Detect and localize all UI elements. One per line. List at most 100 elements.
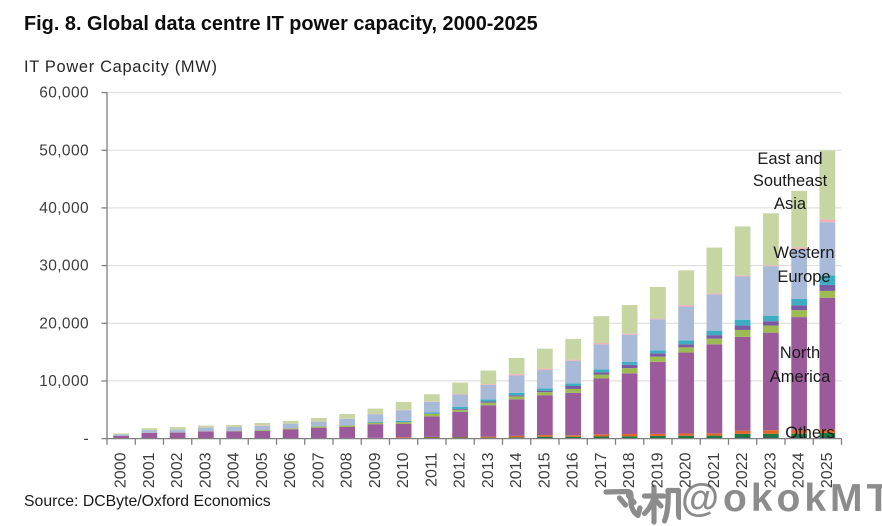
bar-segment-2013-east-and-southeast-asia [480, 370, 497, 385]
bar-segment-2020-others-orange [678, 433, 694, 436]
bar-segment-2024-north-america [791, 317, 807, 430]
bar-segment-2020-others-olive [678, 347, 694, 353]
bar-segment-2019-others-teal [650, 350, 666, 354]
bar-segment-2009-others-olive [367, 422, 384, 425]
bar-segment-2016-east-and-southeast-asia [565, 338, 581, 360]
bar-segment-2023-others-olive [763, 325, 779, 333]
y-tick-label-20000: 20,000 [39, 315, 89, 332]
bar-segment-2016-others-teal [565, 383, 581, 387]
x-tick-label-2014: 2014 [508, 452, 525, 488]
x-tick-label-2018: 2018 [621, 452, 638, 488]
annotation-line: America [769, 367, 831, 386]
bar-segment-2003-western-europe [198, 427, 214, 432]
bar-segment-2018-others-teal [621, 361, 638, 365]
bar-segment-2014-western-europe [508, 375, 525, 393]
bar-segment-2019-others-pink [650, 318, 666, 320]
bar-segment-2024-western-europe [791, 249, 807, 299]
bar-segment-2020-north-america [678, 352, 694, 434]
bar-segment-2016-western-europe [565, 360, 581, 384]
x-tick-label-2020: 2020 [678, 452, 695, 488]
x-tick-label-2001: 2001 [141, 452, 158, 488]
bar-segment-2022-others-violet [734, 325, 751, 330]
bar-segment-2011-others-orange [424, 436, 440, 438]
bar-segment-2023-western-europe [763, 266, 779, 316]
x-tick-label-2002: 2002 [169, 452, 186, 488]
watermark-cjk-glyphs [603, 484, 681, 525]
bar-segment-2017-others-dark-green [593, 436, 610, 439]
x-tick-label-2000: 2000 [113, 452, 130, 488]
bar-segment-2015-others-violet [537, 390, 553, 393]
bar-segment-2017-others-violet [593, 372, 610, 375]
bar-segment-2007-others-olive [311, 426, 327, 428]
bar-segment-2024-east-and-southeast-asia [791, 190, 807, 248]
bar-segment-2024-others-olive [791, 310, 807, 318]
bar-segment-2015-others-teal [537, 388, 553, 391]
bar-segment-2023-others-pink [763, 265, 779, 267]
x-tick-label-2022: 2022 [734, 452, 751, 488]
bar-segment-2015-others-pink [537, 368, 553, 370]
bar-segment-2001-western-europe [141, 430, 158, 433]
bar-segment-2013-north-america [480, 405, 497, 437]
bar-segment-2005-others-pink [254, 425, 271, 426]
bar-segment-2013-others-teal [480, 399, 497, 402]
bar-segment-2024-others-pink [791, 247, 807, 250]
bar-segment-2025-east-and-southeast-asia [819, 150, 836, 220]
bar-segment-2007-western-europe [311, 421, 327, 427]
bar-segment-2021-others-pink [706, 293, 723, 295]
bar-segment-2011-western-europe [424, 401, 440, 413]
bar-segment-2018-western-europe [621, 334, 638, 362]
y-tick-label-50000: 50,000 [39, 142, 89, 159]
bar-segment-2011-east-and-southeast-asia [424, 394, 440, 402]
bar-segment-2012-western-europe [452, 394, 468, 407]
annotation-line: Asia [773, 194, 807, 213]
bar-segment-2002-western-europe [169, 429, 186, 433]
bar-segment-2016-others-olive [565, 388, 581, 393]
bar-segment-2007-north-america [311, 427, 327, 439]
x-tick-label-2011: 2011 [423, 452, 440, 487]
bar-segment-2001-east-and-southeast-asia [141, 428, 158, 431]
bar-segment-2018-others-dark-green [621, 436, 638, 439]
bar-segment-2024-others-orange [791, 429, 807, 434]
y-tick-label-30000: 30,000 [39, 258, 89, 275]
bar-segment-2009-others-teal [367, 421, 384, 423]
bar-segment-2025-western-europe [819, 222, 836, 276]
bar-segment-2015-others-olive [537, 392, 553, 396]
bar-segment-2003-north-america [198, 431, 214, 439]
bar-segment-2016-others-pink [565, 359, 581, 361]
bar-segment-2000-east-and-southeast-asia [113, 433, 129, 435]
bar-segment-2006-east-and-southeast-asia [282, 420, 299, 424]
bar-segment-2020-others-violet [678, 344, 694, 348]
bar-segment-2021-others-violet [706, 335, 723, 339]
x-tick-label-2007: 2007 [310, 452, 327, 488]
bar-segment-2015-others-orange [537, 435, 553, 437]
bar-segment-2011-north-america [424, 416, 440, 437]
bar-segment-2005-east-and-southeast-asia [254, 422, 271, 426]
bar-segment-2008-western-europe [339, 418, 355, 426]
bar-segment-2014-others-orange [508, 435, 525, 438]
bar-segment-2020-others-dark-green [678, 435, 694, 439]
bar-segment-2008-others-olive [339, 425, 355, 428]
x-tick-label-2005: 2005 [254, 452, 271, 488]
bar-segment-2024-others-dark-green [791, 433, 807, 438]
bar-segment-2010-east-and-southeast-asia [395, 402, 412, 410]
x-tick-label-2013: 2013 [480, 452, 497, 488]
bar-segment-2017-others-olive [593, 374, 610, 379]
bar-segment-2017-others-pink [593, 343, 610, 345]
bar-segment-2012-north-america [452, 411, 468, 437]
bar-segment-2016-others-violet [565, 386, 581, 389]
bar-segment-2010-north-america [395, 423, 412, 438]
y-tick-label-40000: 40,000 [39, 200, 89, 217]
bar-segment-2023-east-and-southeast-asia [763, 213, 779, 266]
bar-segment-2010-others-teal [395, 420, 412, 422]
bar-segment-2018-others-violet [621, 364, 638, 369]
bar-segment-2025-north-america [819, 297, 836, 430]
bar-segment-2016-others-dark-green [565, 436, 581, 439]
bar-segment-2019-north-america [650, 361, 666, 434]
annotation-line: Others [785, 424, 835, 442]
bar-segment-2021-western-europe [706, 294, 723, 331]
bar-segment-2000-north-america [113, 436, 129, 439]
bar-segment-2010-western-europe [395, 410, 412, 421]
bar-segment-2010-others-orange [395, 437, 412, 439]
bar-segment-2020-east-and-southeast-asia [678, 270, 694, 306]
bar-segment-2009-east-and-southeast-asia [367, 408, 384, 415]
